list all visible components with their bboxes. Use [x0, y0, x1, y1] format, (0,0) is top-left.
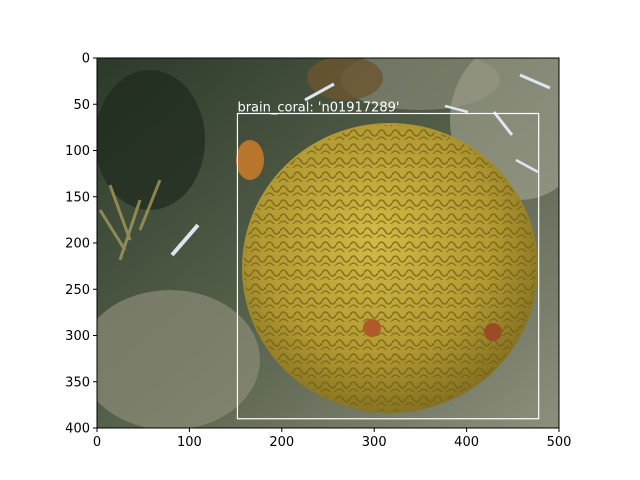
y-tick-label: 350	[65, 375, 90, 390]
photo	[97, 58, 559, 428]
y-tick-label: 250	[65, 283, 90, 298]
detection-box	[236, 112, 540, 420]
y-tick-label: 0	[82, 52, 90, 67]
x-tick-label: 400	[454, 435, 479, 450]
fish-icon	[444, 104, 469, 114]
detection-label: brain_coral: 'n01917289'	[237, 101, 399, 116]
fish-icon	[519, 73, 551, 90]
y-tick-label: 400	[65, 422, 90, 437]
fish-icon	[170, 223, 200, 257]
brain-coral-ridges	[244, 125, 536, 411]
y-tick-label: 150	[65, 190, 90, 205]
x-tick-label: 100	[177, 435, 202, 450]
y-tick-label: 300	[65, 329, 90, 344]
dark-seaweed	[97, 70, 205, 210]
rock-patch	[97, 290, 260, 428]
x-axis: 0 100 200 300 400 500	[93, 428, 572, 450]
fish-icon	[492, 111, 514, 136]
x-tick-label: 200	[269, 435, 294, 450]
fish-icon	[304, 82, 335, 102]
y-tick-label: 100	[65, 144, 90, 159]
coral-spot	[363, 319, 381, 337]
y-tick-label: 50	[73, 98, 90, 113]
orange-sponge	[236, 140, 264, 180]
fish-icon	[515, 158, 539, 174]
x-tick-label: 300	[362, 435, 387, 450]
gorgonian	[98, 179, 162, 261]
x-tick-label: 500	[547, 435, 572, 450]
y-tick-label: 200	[65, 237, 90, 252]
x-tick-label: 0	[93, 435, 101, 450]
coral-spot	[484, 323, 502, 341]
y-axis: 0 50 100 150 200 250 300 350 400	[65, 52, 97, 437]
